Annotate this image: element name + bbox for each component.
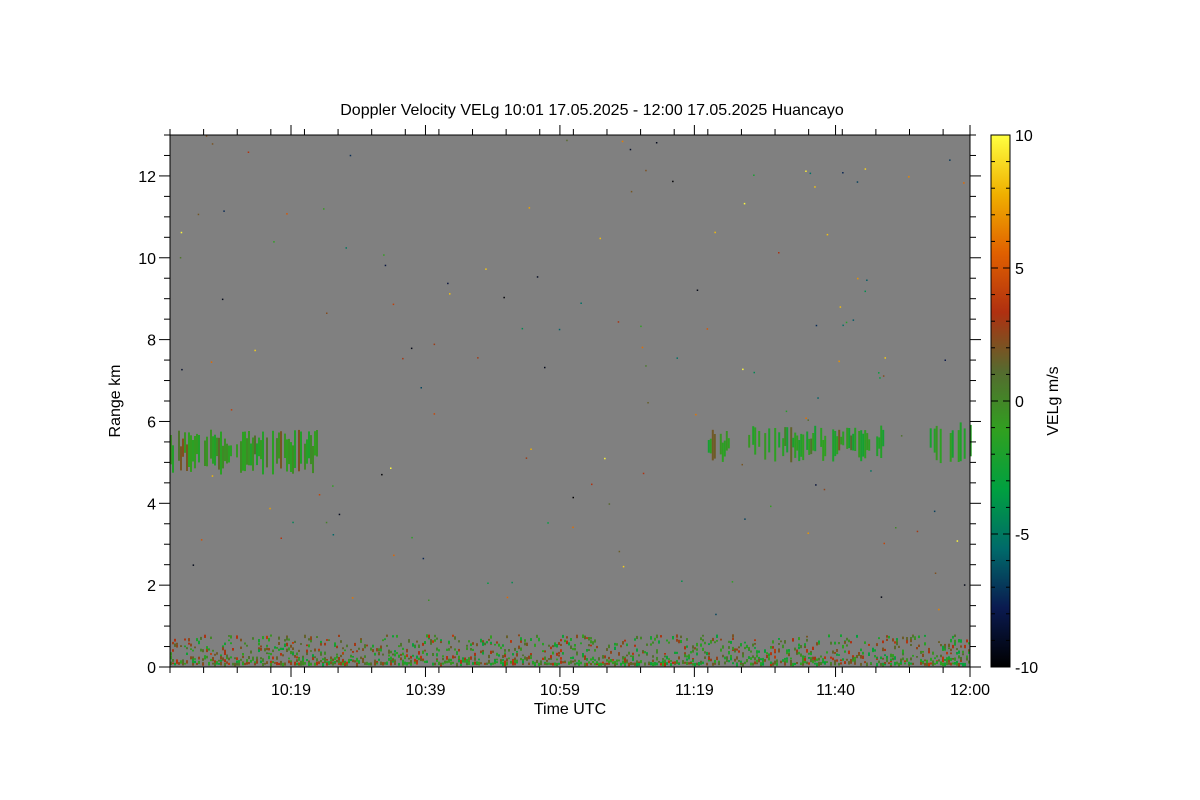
colorbar-tick-label: -10: [1015, 660, 1038, 677]
y-tick-label: 12: [138, 169, 156, 186]
x-axis: 10:19 10:39 10:59 11:19 11:40 12:00: [169, 125, 990, 699]
colorbar-label: VELg m/s: [1045, 366, 1062, 435]
y-tick-label: 10: [138, 251, 156, 268]
colorbar-tick-label: 10: [1015, 128, 1033, 145]
y-axis-label: Range km: [107, 365, 124, 438]
colorbar-tick-label: 5: [1015, 261, 1024, 278]
cloud-layer-4: [929, 422, 972, 464]
x-axis-label: Time UTC: [534, 701, 606, 718]
cloud-layer-3: [748, 425, 885, 463]
chart-title: Doppler Velocity VELg 10:01 17.05.2025 -…: [340, 102, 844, 119]
y-tick-label: 8: [147, 333, 156, 350]
y-tick-label: 2: [147, 578, 156, 595]
x-tick-label: 10:59: [540, 682, 580, 699]
plot-area: [170, 135, 970, 667]
x-tick-label: 11:19: [675, 682, 714, 699]
noise-speckles: [179, 135, 966, 616]
colorbar-tick-label: 0: [1015, 394, 1024, 411]
colorbar-tick-label: -5: [1015, 527, 1029, 544]
y-axis: 0 2 4 6 8 10 12: [138, 134, 981, 677]
y-tick-label: 4: [147, 496, 156, 513]
y-tick-label: 0: [147, 660, 156, 677]
x-tick-label: 10:19: [271, 682, 311, 699]
data-layer: [170, 135, 972, 667]
cloud-layer-2: [707, 429, 730, 462]
x-tick-label: 11:40: [816, 682, 855, 699]
colorbar-ticks: 10 5 0 -5 -10: [991, 128, 1038, 677]
cloud-layer-1: [170, 429, 318, 475]
x-tick-label: 12:00: [950, 682, 990, 699]
surface-clutter: [170, 634, 970, 667]
x-tick-label: 10:39: [405, 682, 445, 699]
y-tick-label: 6: [147, 415, 156, 432]
